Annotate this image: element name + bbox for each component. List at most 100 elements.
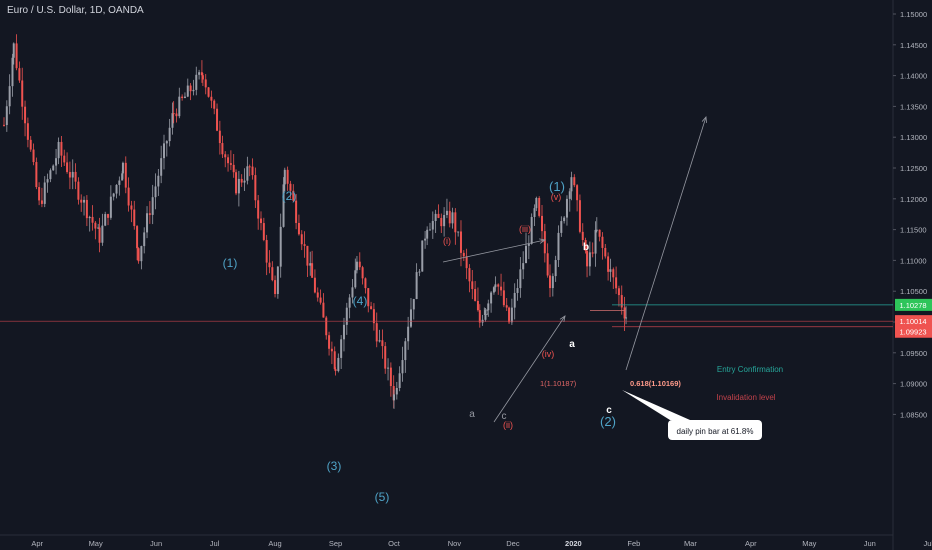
- candle-body: [306, 245, 309, 266]
- callout-text: daily pin bar at 61.8%: [677, 427, 754, 436]
- candle-body: [313, 277, 316, 293]
- candle-body: [282, 184, 285, 227]
- y-tick-label: 1.15000: [900, 10, 927, 19]
- candle-body: [213, 100, 216, 109]
- candle-body: [418, 271, 421, 273]
- y-tick-label: 1.11000: [900, 256, 927, 265]
- candle-body: [387, 367, 390, 369]
- wave-v: (v): [551, 192, 562, 202]
- candle-body: [578, 200, 581, 232]
- candle-body: [251, 166, 254, 176]
- abc-b-white: b: [583, 242, 589, 253]
- candle-body: [471, 281, 474, 290]
- candle-body: [334, 369, 337, 372]
- candle-body: [235, 172, 238, 194]
- candle-body: [221, 143, 224, 155]
- candle-body: [43, 182, 46, 204]
- candle-body: [137, 248, 140, 262]
- projection-arrow: [625, 116, 707, 371]
- candle-body: [358, 261, 361, 268]
- candle-body: [83, 199, 86, 203]
- candle-body: [57, 141, 60, 159]
- abc-b-gray: b: [483, 307, 489, 318]
- entry-badge: [895, 298, 932, 311]
- candle-body: [549, 275, 551, 289]
- x-tick-label: Feb: [627, 539, 640, 548]
- candle-body: [398, 373, 401, 389]
- y-tick-label: 1.13500: [900, 102, 927, 111]
- x-tick-label: Jul: [924, 539, 932, 548]
- candle-body: [229, 163, 232, 165]
- x-tick-label: Jun: [864, 539, 876, 548]
- candle-body: [80, 199, 83, 203]
- candle-body: [468, 268, 471, 282]
- candle-body: [127, 187, 130, 206]
- candle-body: [246, 166, 249, 181]
- candle-body: [257, 200, 260, 219]
- candle-body: [494, 284, 497, 288]
- candle-body: [35, 162, 38, 188]
- candle-body: [112, 193, 115, 197]
- candle-body: [476, 300, 479, 311]
- candle-body: [409, 309, 412, 327]
- candle-body: [104, 214, 107, 226]
- candle-body: [97, 227, 100, 229]
- candle-body: [322, 302, 325, 318]
- candle-body: [601, 236, 604, 248]
- candle-body: [146, 213, 149, 233]
- candle-body: [389, 367, 392, 387]
- candle-body: [26, 123, 29, 140]
- candle-body: [337, 357, 340, 372]
- candle-body: [115, 184, 118, 194]
- candle-body: [178, 96, 181, 117]
- x-tick-label: Nov: [448, 539, 462, 548]
- candle-body: [384, 346, 387, 369]
- candle-body: [431, 221, 434, 230]
- candle-body: [15, 43, 18, 69]
- y-tick-label: 1.08500: [900, 410, 927, 419]
- entry-label: Entry Confirmation: [717, 365, 783, 374]
- candle-body: [424, 238, 427, 241]
- symbol-title: Euro / U.S. Dollar, 1D, OANDA: [7, 5, 144, 16]
- fib-left-label: 1(1.10187): [540, 379, 577, 388]
- candle-body: [333, 351, 336, 370]
- candle-body: [490, 292, 493, 304]
- y-tick-label: 1.14000: [900, 72, 927, 81]
- candle-body: [140, 246, 143, 262]
- current-badge: [895, 315, 932, 328]
- candle-body: [268, 262, 271, 268]
- candle-body: [595, 229, 598, 231]
- candle-body: [563, 217, 566, 222]
- abc-a-gray: a: [469, 409, 475, 420]
- candle-body: [32, 149, 35, 163]
- candle-body: [210, 96, 213, 101]
- candle-body: [98, 227, 101, 243]
- candle-body: [325, 317, 328, 336]
- candle-body: [543, 231, 546, 254]
- candle-body: [74, 171, 77, 182]
- abc-a-white: a: [569, 339, 575, 350]
- candle-body: [404, 341, 407, 361]
- x-tick-label: May: [89, 539, 103, 548]
- candle-body: [297, 222, 300, 235]
- wave-ii: (ii): [503, 420, 513, 430]
- candle-body: [617, 288, 620, 296]
- price-axis[interactable]: 1.15000 1.14500 1.14000 1.13500 1.13000 1.125…: [893, 10, 932, 419]
- candle-body: [204, 79, 207, 88]
- candle-body: [18, 68, 21, 81]
- time-axis[interactable]: Apr May Jun Jul Aug Sep Oct Nov Dec 2020 Feb Mar Apr…: [31, 539, 932, 548]
- candle-body: [541, 215, 544, 232]
- candle-body: [372, 309, 375, 324]
- candle-body: [554, 260, 557, 277]
- y-tick-label: 1.09500: [900, 349, 927, 358]
- candle-body: [101, 225, 104, 243]
- candle-body: [71, 171, 74, 178]
- candle-body: [615, 277, 618, 289]
- candle-body: [289, 183, 292, 191]
- candle-body: [462, 252, 465, 257]
- candle-body: [189, 85, 192, 92]
- candle-body: [570, 177, 573, 192]
- candle-body: [527, 243, 530, 246]
- candle-body: [535, 197, 538, 209]
